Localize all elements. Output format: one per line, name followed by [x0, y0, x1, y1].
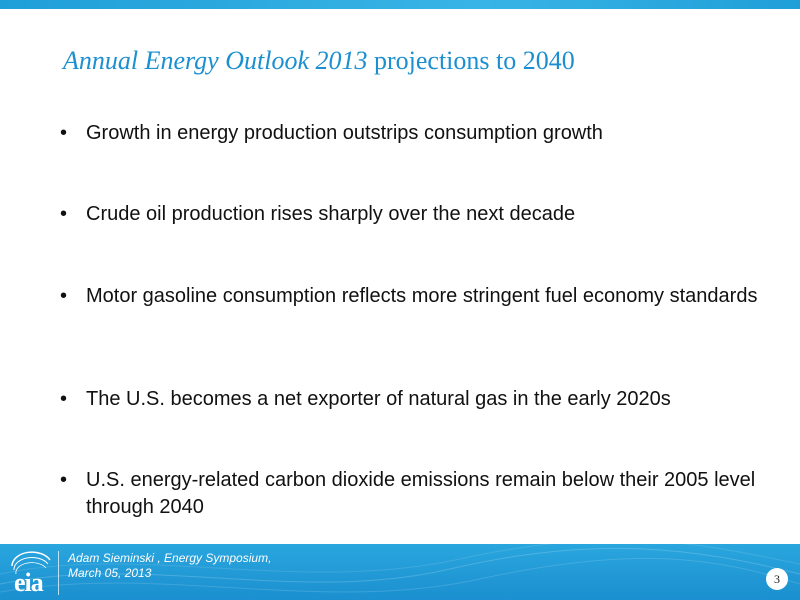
slide-title-rest: projections to 2040	[367, 46, 575, 75]
footer-divider	[58, 551, 59, 595]
bullet-symbol: •	[60, 388, 68, 410]
page-number-badge: 3	[766, 568, 788, 590]
bullet-text: Motor gasoline consumption reflects more…	[86, 285, 758, 307]
bullet-item: • Crude oil production rises sharply ove…	[60, 201, 760, 228]
presenter-info: Adam Sieminski , Energy Symposium, March…	[68, 551, 271, 581]
bullet-symbol: •	[60, 203, 68, 225]
bullet-item: • Growth in energy production outstrips …	[60, 120, 760, 147]
bullet-symbol: •	[60, 469, 68, 491]
presenter-line-2: March 05, 2013	[68, 566, 152, 580]
eia-logo: eia	[6, 550, 54, 597]
bullet-symbol: •	[60, 285, 68, 307]
bullet-text: The U.S. becomes a net exporter of natur…	[86, 388, 671, 410]
bullet-text: Crude oil production rises sharply over …	[86, 203, 576, 225]
bullet-text: U.S. energy-related carbon dioxide emiss…	[86, 469, 756, 518]
footer-wave-pattern	[0, 544, 800, 593]
eia-logo-arcs-icon	[11, 551, 51, 575]
bullet-symbol: •	[60, 122, 68, 144]
bullet-text: Growth in energy production outstrips co…	[86, 122, 603, 144]
top-accent-bar	[0, 0, 800, 9]
bullet-item: • The U.S. becomes a net exporter of nat…	[60, 386, 760, 413]
footer-bar: eia Adam Sieminski , Energy Symposium, M…	[0, 544, 800, 600]
eia-logo-text: eia	[14, 568, 44, 597]
bullet-item: • U.S. energy-related carbon dioxide emi…	[60, 467, 760, 521]
presenter-line-1: Adam Sieminski , Energy Symposium,	[68, 551, 272, 565]
slide-title-italic: Annual Energy Outlook 2013	[63, 46, 368, 75]
slide-title: Annual Energy Outlook 2013 projections t…	[63, 44, 783, 78]
bullet-item: • Motor gasoline consumption reflects mo…	[60, 283, 760, 310]
